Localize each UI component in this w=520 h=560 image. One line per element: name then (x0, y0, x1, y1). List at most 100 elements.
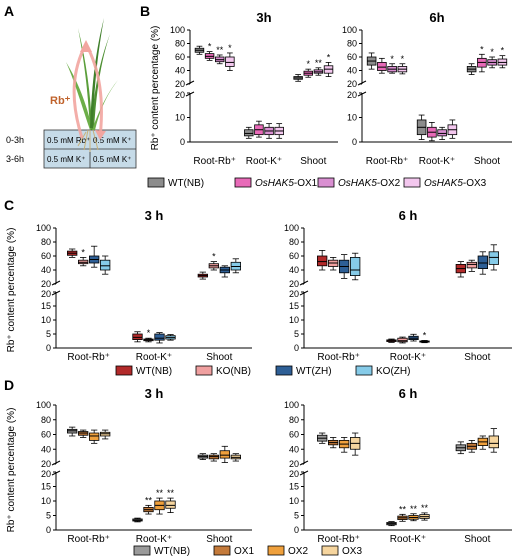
y-tick-label: 100 (170, 25, 185, 35)
y-tick-label: 5 (294, 511, 299, 521)
x-category-label: Root-K⁺ (136, 534, 172, 545)
y-tick-label: 15 (41, 301, 51, 311)
y-tick-label: 40 (41, 265, 51, 275)
significance-mark: ** (421, 503, 429, 513)
y-tick-label: 20 (41, 459, 51, 469)
box-wt-nb- (132, 333, 143, 340)
y-tick-label: 20 (289, 469, 299, 479)
y-tick-label: 15 (41, 482, 51, 492)
y-tick-label: 10 (41, 496, 51, 506)
legend-line-suffix: -OX3 (463, 178, 487, 189)
plant-leaf (92, 80, 118, 130)
x-category-label: Shoot (474, 156, 500, 167)
legend-b: WT(NB) OsHAK5-OX1 OsHAK5-OX2 OsHAK5-OX3 (147, 177, 487, 189)
y-tick-label: 100 (36, 400, 51, 410)
legend-swatch (275, 365, 293, 376)
y-tick-label: 80 (175, 39, 185, 49)
legend-c: WT(NB) KO(NB) WT(ZH) KO(ZH) (115, 365, 410, 377)
chart-title: 3h (256, 10, 271, 25)
y-tick-label: 10 (41, 315, 51, 325)
box-oshak5-ox1 (377, 62, 387, 71)
legend-label: KO(NB) (216, 366, 251, 377)
x-category-label: Root-K⁺ (419, 156, 455, 167)
legend-swatch (403, 177, 421, 188)
y-tick-label: 80 (347, 39, 357, 49)
y-tick-label: 20 (175, 90, 185, 100)
significance-mark: * (307, 59, 311, 69)
y-tick-label: 60 (289, 430, 299, 440)
y-tick-label: 20 (41, 289, 51, 299)
y-tick-label: 80 (41, 415, 51, 425)
box-chart-b-right: 6h 40 60 80 100 20 0 10 20 Root-Rb⁺ * * Root-K⁺ Shoot… (342, 10, 512, 167)
significance-mark: ** (167, 488, 175, 498)
x-category-label: Root-Rb⁺ (67, 534, 110, 545)
significance-mark: * (501, 46, 505, 56)
legend-label: OX1 (234, 546, 254, 557)
significance-mark: ** (145, 495, 153, 505)
legend-swatch (355, 365, 373, 376)
chart-title: 3 h (145, 208, 164, 223)
axis-break-mark (357, 91, 367, 97)
x-category-label: Root-K⁺ (390, 534, 426, 545)
y-tick-label: 40 (289, 265, 299, 275)
y-tick-label: 100 (342, 25, 357, 35)
x-category-label: Shoot (464, 352, 490, 363)
box-ox2 (89, 432, 100, 441)
y-tick-label: 5 (46, 329, 51, 339)
legend-label: OX3 (342, 546, 362, 557)
legend-swatch (133, 545, 151, 556)
panel-label-d: D (4, 377, 14, 393)
y-tick-label: 5 (46, 511, 51, 521)
y-tick-label: 20 (175, 79, 185, 89)
y-tick-label: 0 (46, 525, 51, 535)
x-category-label: Root-K⁺ (390, 352, 426, 363)
cell-1-right: 0.5 mM K⁺ (93, 155, 131, 164)
legend-d: WT(NB) OX1 OX2 OX3 (133, 545, 362, 557)
y-tick-label: 20 (347, 79, 357, 89)
y-tick-label: 0 (294, 525, 299, 535)
box-wt-zh- (154, 333, 165, 341)
x-category-label: Root-Rb⁺ (317, 352, 360, 363)
box-oshak5-ox3 (225, 56, 235, 67)
y-tick-label: 5 (294, 329, 299, 339)
significance-mark: * (423, 330, 427, 340)
y-tick-label: 20 (41, 279, 51, 289)
box-wt-nb- (317, 255, 328, 267)
significance-mark: * (401, 54, 405, 64)
significance-mark: * (390, 54, 394, 64)
box-ko-nb- (466, 261, 477, 269)
significance-mark: * (480, 44, 484, 54)
x-category-label: Root-Rb⁺ (67, 352, 110, 363)
plant-root (77, 129, 99, 152)
y-tick-label: 80 (289, 237, 299, 247)
legend-label: KO(ZH) (376, 366, 410, 377)
rb-arrow-head-up (80, 40, 92, 52)
box-ox3 (488, 435, 499, 449)
significance-mark: * (147, 328, 151, 338)
y-axis-label: Rb⁺ content percentage (%) (150, 26, 161, 151)
rb-ion-label: Rb⁺ (50, 95, 71, 107)
box-chart-c-right: 6 h 40 60 80 100 20 0 5 10 15 20 Root-Rb⁺ Root-K⁺ * Sh… (284, 208, 512, 363)
significance-mark: ** (315, 58, 323, 68)
y-tick-label: 20 (289, 279, 299, 289)
y-tick-label: 0 (46, 343, 51, 353)
y-tick-label: 40 (175, 66, 185, 76)
significance-mark: ** (399, 504, 407, 514)
chart-title: 3 h (145, 386, 164, 401)
y-tick-label: 40 (289, 444, 299, 454)
legends-layer: WT(NB) OsHAK5-OX1 OsHAK5-OX2 OsHAK5-OX3 WT(N… (115, 177, 487, 557)
axis-break-mark (299, 470, 309, 476)
panel-label-c: C (4, 197, 14, 213)
plant-leaf (66, 62, 92, 130)
legend-swatch (234, 177, 252, 188)
y-tick-label: 60 (41, 430, 51, 440)
legend-label: WT(NB) (154, 546, 190, 557)
legend-label: OsHAK5-OX3 (424, 178, 487, 189)
y-tick-label: 80 (289, 415, 299, 425)
y-axis-label: Rb⁺ content percentage (%) (6, 408, 17, 533)
significance-mark: * (208, 42, 212, 52)
legend-swatch (321, 545, 339, 556)
